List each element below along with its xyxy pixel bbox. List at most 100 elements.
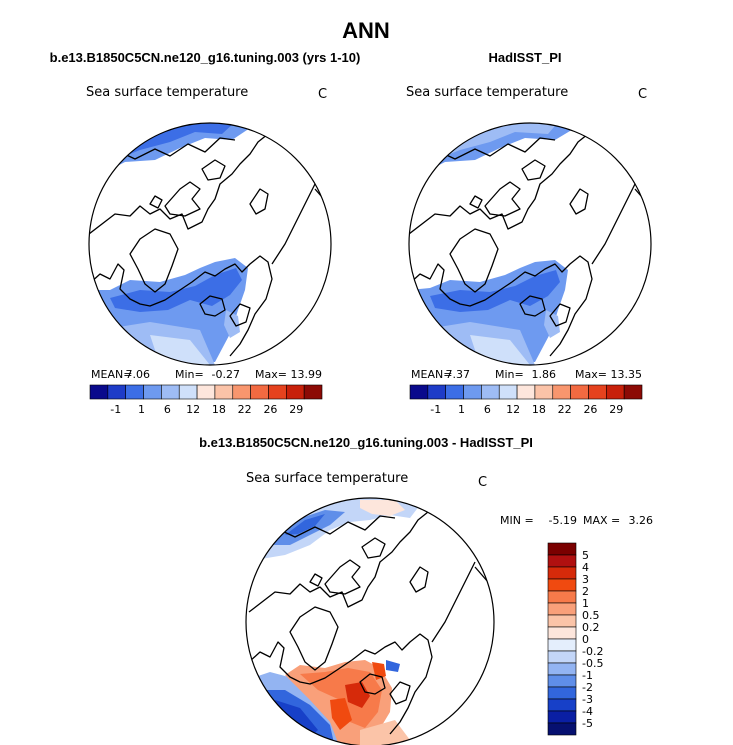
colorbar-swatch (547, 554, 577, 568)
colorbar-swatch (427, 384, 446, 400)
colorbar-tick-label: -1 (110, 403, 121, 416)
colorbar-tick-label: -4 (582, 705, 593, 718)
panel-model-units-label: C (318, 87, 327, 102)
colorbar-tick-label: 0 (582, 633, 589, 646)
panel-obs: Sea surface temperature C MEAN= 7.37 Min… (406, 85, 652, 416)
colorbar-tick-label: 1 (458, 403, 465, 416)
sst-region-baltic (224, 310, 240, 338)
colorbar-swatch (232, 384, 251, 400)
colorbar-swatch (178, 384, 198, 400)
colorbar-tick-label: -2 (582, 681, 593, 694)
panel-obs-sst-field (409, 123, 649, 365)
panel-right-title: HadISST_PI (489, 50, 562, 65)
panel-diff-max-value: 3.26 (629, 514, 654, 527)
colorbar-swatch (588, 384, 607, 400)
panel-obs-colorbar: -1 1 6 12 18 22 26 29 (409, 384, 643, 416)
colorbar-swatch (409, 384, 429, 400)
panel-model-colorbar: -1 1 6 12 18 22 26 29 (89, 384, 323, 416)
panel-obs-mean-value: 7.37 (446, 368, 471, 381)
colorbar-swatch (445, 384, 464, 400)
colorbar-swatch (161, 384, 180, 400)
colorbar-tick-label: 26 (583, 403, 597, 416)
panel-model-min-label: Min= (175, 368, 204, 381)
colorbar-tick-label: 18 (212, 403, 226, 416)
panel-diff-map-border (245, 497, 495, 745)
colorbar-swatch (570, 384, 589, 400)
panel-obs-max-value: 13.35 (611, 368, 643, 381)
colorbar-tick-label: 12 (506, 403, 520, 416)
panel-obs-max-label: Max= (575, 368, 607, 381)
colorbar-tick-label: 5 (582, 549, 589, 562)
colorbar-swatch (196, 384, 216, 400)
main-title: ANN (342, 18, 390, 43)
panel-model-variable-label: Sea surface temperature (86, 85, 248, 100)
colorbar-tick-label: 26 (263, 403, 277, 416)
colorbar-swatch (547, 650, 577, 664)
colorbar-swatch (547, 722, 577, 736)
panel-diff-min-value: -5.19 (549, 514, 577, 527)
colorbar-swatch (547, 542, 577, 556)
panel-obs-map-border (408, 122, 652, 366)
diff-region-norwegian-core (330, 698, 352, 730)
colorbar-tick-label: 4 (582, 561, 589, 574)
colorbar-tick-label: 0.5 (582, 609, 600, 622)
diff-region-bering-core (285, 514, 325, 535)
colorbar-swatch (547, 602, 577, 616)
colorbar-swatch (463, 384, 482, 400)
colorbar-swatch (547, 626, 577, 640)
sst-region-bering (420, 123, 560, 160)
panel-model-max-label: Max= (255, 368, 287, 381)
sst-region-nordic (110, 268, 242, 312)
panel-model-mean-value: 7.06 (126, 368, 151, 381)
colorbar-swatch (547, 674, 577, 688)
panel-model-min-value: -0.27 (212, 368, 240, 381)
diff-region-bering-warm (360, 500, 405, 516)
panel-model-map-border (88, 122, 332, 366)
colorbar-swatch (534, 384, 554, 400)
colorbar-tick-label: 6 (484, 403, 491, 416)
colorbar-tick-label: -0.2 (582, 645, 603, 658)
panel-diff-max-label: MAX = (583, 514, 620, 527)
panel-model-max-value: 13.99 (291, 368, 323, 381)
colorbar-tick-label: 1 (582, 597, 589, 610)
colorbar-swatch (250, 384, 269, 400)
panel-diff-variable-label: Sea surface temperature (246, 471, 408, 486)
colorbar-swatch (107, 384, 126, 400)
colorbar-tick-label: 1 (138, 403, 145, 416)
colorbar-swatch (125, 384, 144, 400)
panel-diff: Sea surface temperature C MIN = -5.19 MA… (245, 471, 654, 745)
colorbar-swatch (547, 638, 577, 652)
colorbar-swatch (606, 384, 625, 400)
colorbar-swatch (623, 384, 643, 400)
colorbar-tick-label: 12 (186, 403, 200, 416)
panel-obs-min-value: 1.86 (532, 368, 557, 381)
colorbar-tick-label: -0.5 (582, 657, 603, 670)
colorbar-swatch (547, 578, 577, 592)
colorbar-swatch (498, 384, 518, 400)
panel-diff-min-label: MIN = (500, 514, 534, 527)
colorbar-swatch (547, 614, 577, 628)
colorbar-swatch (481, 384, 500, 400)
colorbar-tick-label: -3 (582, 693, 593, 706)
panel-model-mean-label: MEAN= (91, 368, 132, 381)
sst-region-nordic (430, 270, 560, 312)
colorbar-tick-label: 29 (289, 403, 303, 416)
colorbar-swatch (547, 590, 577, 604)
colorbar-tick-label: 3 (582, 573, 589, 586)
panel-obs-units-label: C (638, 87, 647, 102)
colorbar-tick-label: 22 (238, 403, 252, 416)
panel-obs-min-label: Min= (495, 368, 524, 381)
colorbar-tick-label: 6 (164, 403, 171, 416)
colorbar-tick-label: 18 (532, 403, 546, 416)
colorbar-tick-label: -1 (430, 403, 441, 416)
colorbar-tick-label: 0.2 (582, 621, 600, 634)
colorbar-swatch (303, 384, 323, 400)
diff-region-baltic-warm (360, 720, 410, 745)
colorbar-swatch (547, 698, 577, 712)
colorbar-tick-label: 29 (609, 403, 623, 416)
colorbar-swatch (286, 384, 305, 400)
diff-region-laptev-cold (386, 660, 400, 672)
diff-title: b.e13.B1850C5CN.ne120_g16.tuning.003 - H… (199, 435, 533, 450)
